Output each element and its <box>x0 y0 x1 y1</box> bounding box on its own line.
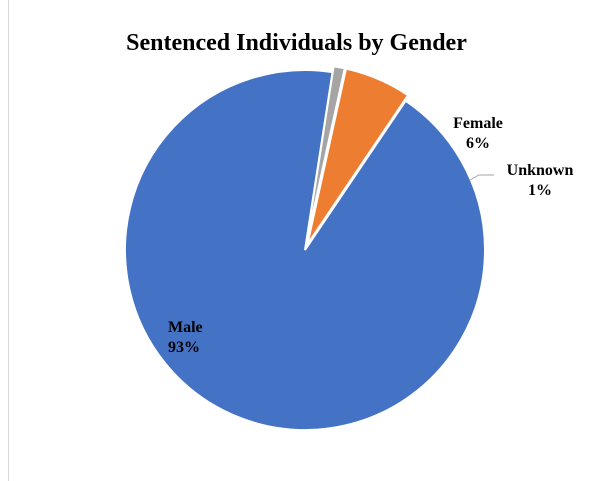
pie-slice-unknown <box>305 65 346 245</box>
pie-slice-male <box>124 69 486 431</box>
chart-border <box>8 0 9 481</box>
chart-title: Sentenced Individuals by Gender <box>126 30 467 56</box>
pie-slices <box>124 65 486 431</box>
unknown-leader-line <box>469 174 494 181</box>
pie-slice-female <box>306 67 410 246</box>
label-unknown-name: Unknown <box>507 162 574 179</box>
label-female-name: Female <box>453 115 503 132</box>
label-unknown-value: 1% <box>528 182 552 199</box>
label-male-name: Male <box>168 319 203 336</box>
label-female-value: 6% <box>466 135 490 152</box>
label-male-value: 93% <box>168 339 200 356</box>
